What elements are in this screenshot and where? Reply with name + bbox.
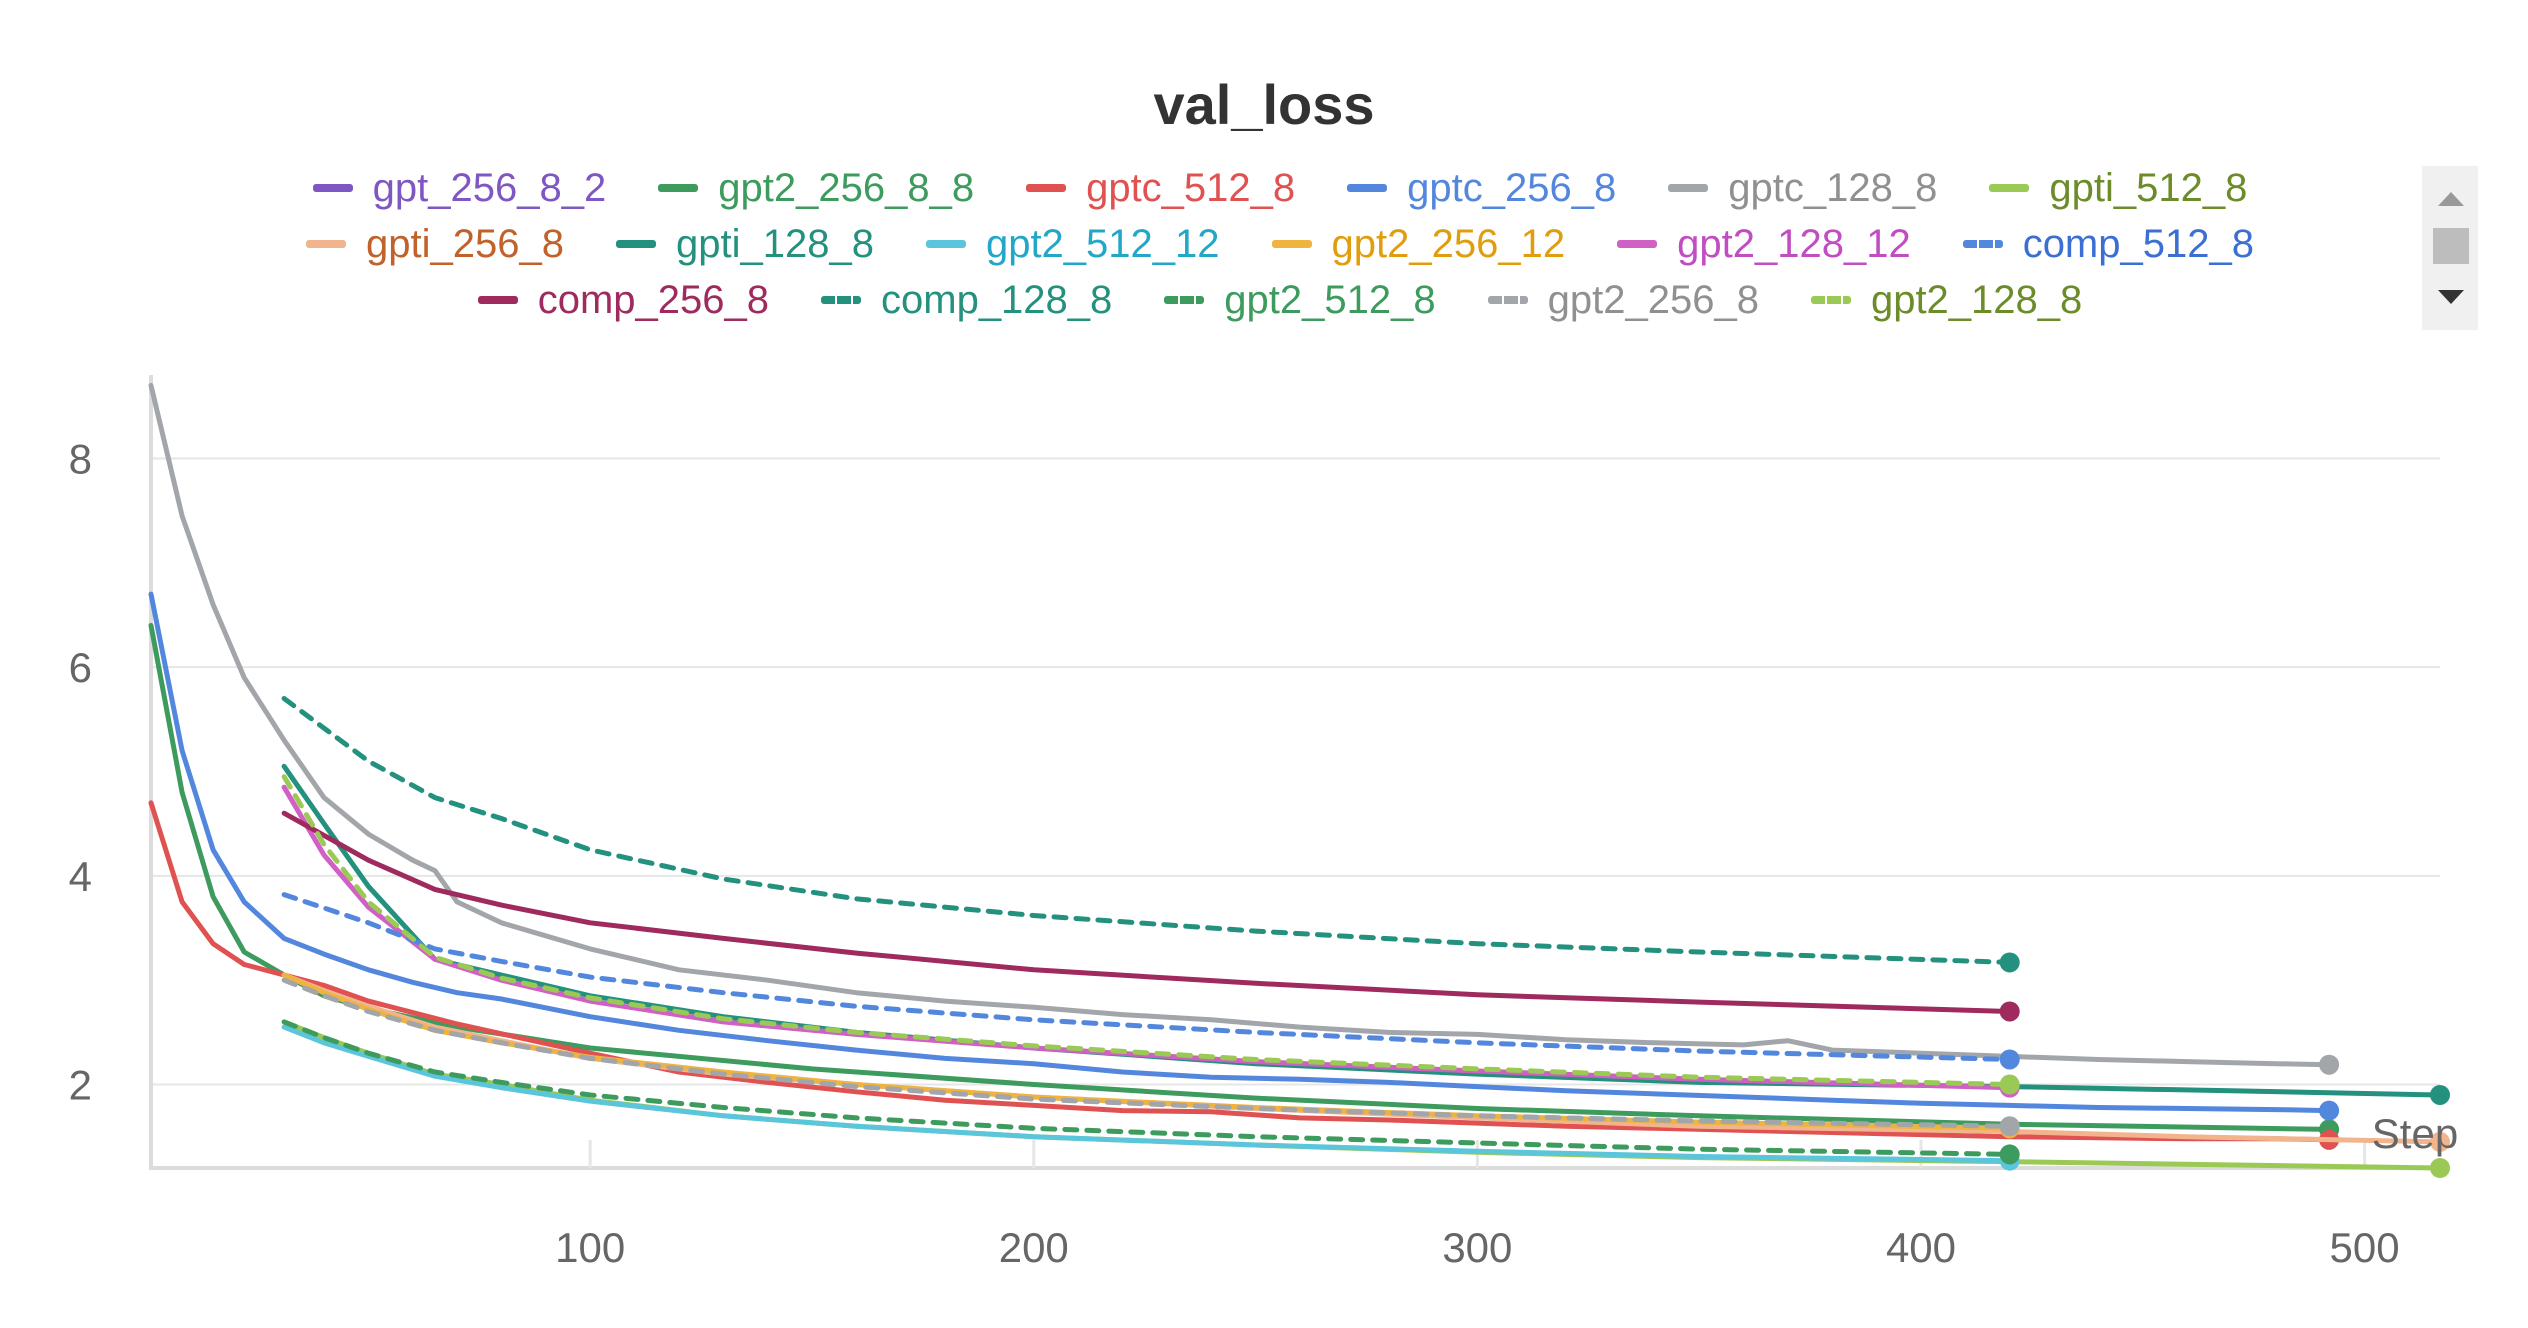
y-tick-label: 8	[69, 435, 92, 482]
series-line	[281, 763, 2443, 1098]
legend-label: gpti_512_8	[2049, 165, 2248, 210]
scroll-up-arrow-icon[interactable]	[2438, 192, 2464, 206]
legend-label: gpt2_256_12	[1331, 221, 1566, 266]
legend: gpt_256_8_2 gpt2_256_8_8 gptc_512_8 gptc_25…	[150, 160, 2410, 328]
legend-label: gpt2_256_8_8	[718, 165, 975, 210]
scroll-thumb[interactable]	[2433, 228, 2469, 264]
legend-item[interactable]: gptc_512_8	[1026, 166, 1295, 211]
x-axis-label: Step	[2372, 1110, 2458, 1157]
legend-label: gpti_128_8	[675, 221, 874, 266]
legend-swatch	[658, 184, 699, 192]
series-end-marker	[1999, 1116, 2020, 1137]
legend-item[interactable]: comp_512_8	[1962, 221, 2254, 267]
legend-item[interactable]: gpti_256_8	[306, 222, 564, 267]
legend-item[interactable]: gpt2_256_12	[1271, 221, 1566, 267]
x-tick-label: 100	[555, 1224, 625, 1271]
legend-label: gpt2_512_12	[985, 221, 1220, 266]
series-line	[281, 1024, 2013, 1164]
chart-title: val_loss	[1153, 73, 1375, 136]
legend-item[interactable]: gpt2_128_12	[1617, 222, 1911, 267]
legend-label: gpti_256_8	[366, 221, 564, 266]
legend-item[interactable]: gpt2_512_12	[925, 221, 1220, 267]
legend-label: gpt2_128_12	[1677, 221, 1911, 266]
legend-label: gpt_256_8_2	[372, 165, 607, 210]
legend-label: gpt2_128_8	[1870, 277, 2083, 322]
x-tick-label: 200	[999, 1224, 1069, 1271]
series-line	[281, 892, 2013, 1062]
x-tick-label: 300	[1442, 1224, 1512, 1271]
legend-swatch	[1668, 184, 1709, 192]
legend-label: gpt2_256_8	[1547, 277, 1759, 322]
legend-row: gpt_256_8_2 gpt2_256_8_8 gptc_512_8 gptc_25…	[150, 160, 2410, 216]
legend-item[interactable]: gpti_128_8	[615, 221, 874, 267]
series-line	[281, 810, 2013, 1014]
legend-swatch	[1026, 184, 1067, 192]
series-end-marker	[2319, 1100, 2340, 1121]
legend-scrollbar[interactable]	[2422, 166, 2478, 330]
series-line	[281, 977, 2013, 1129]
legend-swatch	[821, 296, 861, 304]
y-tick-label: 2	[69, 1062, 92, 1109]
legend-swatch	[306, 240, 347, 248]
series-end-marker	[2319, 1054, 2340, 1075]
legend-swatch	[1347, 184, 1388, 192]
legend-item[interactable]: comp_256_8	[477, 277, 769, 323]
series-end-marker	[1999, 1049, 2020, 1070]
x-tick-label: 500	[2330, 1224, 2400, 1271]
legend-item[interactable]: gptc_128_8	[1668, 166, 1937, 211]
y-tick-label: 4	[69, 853, 92, 900]
legend-swatch	[925, 240, 966, 248]
series-line	[148, 591, 2332, 1114]
legend-item[interactable]: gpt2_256_8_8	[658, 166, 974, 211]
legend-swatch	[1962, 240, 2003, 248]
legend-swatch	[1487, 296, 1528, 304]
legend-swatch	[312, 184, 353, 192]
series-end-marker	[1999, 1074, 2020, 1095]
series-end-marker	[1999, 1144, 2020, 1165]
y-tick-label: 6	[69, 644, 92, 691]
legend-label: comp_128_8	[881, 277, 1113, 322]
series-end-marker	[2430, 1131, 2450, 1152]
series-end-marker	[1999, 1001, 2020, 1022]
legend-item[interactable]: comp_128_8	[821, 278, 1112, 323]
legend-row: gpti_256_8 gpti_128_8 gpt2_512_12 gpt2_256_…	[150, 216, 2410, 272]
series-line	[281, 774, 2013, 1087]
legend-swatch	[1989, 184, 2030, 192]
legend-item[interactable]: gptc_256_8	[1347, 166, 1616, 211]
series-line	[148, 800, 2332, 1143]
x-tick-label: 400	[1886, 1224, 1956, 1271]
legend-swatch	[1617, 240, 1658, 248]
legend-label: comp_256_8	[537, 277, 769, 322]
series-line	[281, 696, 2013, 965]
legend-item[interactable]: gpt2_512_8	[1164, 277, 1436, 323]
scroll-down-arrow-icon[interactable]	[2438, 290, 2464, 304]
legend-item[interactable]: gpt_256_8_2	[312, 165, 607, 211]
legend-swatch	[1271, 240, 1312, 248]
series-line	[281, 1019, 2013, 1157]
legend-item[interactable]: gpti_512_8	[1989, 166, 2247, 211]
legend-swatch	[1164, 296, 1205, 304]
legend-label: gptc_256_8	[1407, 165, 1617, 210]
legend-label: gpt2_512_8	[1224, 277, 1436, 322]
legend-swatch	[477, 296, 518, 304]
series-end-marker	[2430, 1158, 2450, 1178]
series-end-marker	[1999, 952, 2020, 973]
legend-item[interactable]: gpt2_128_8	[1810, 277, 2083, 323]
legend-label: gptc_128_8	[1728, 165, 1938, 210]
series-end-marker	[2430, 1084, 2450, 1105]
legend-row: comp_256_8 comp_128_8 gpt2_512_8 gpt2_256_8…	[150, 272, 2410, 328]
legend-label: gptc_512_8	[1086, 165, 1296, 210]
legend-swatch	[615, 240, 656, 248]
legend-swatch	[1810, 296, 1851, 304]
series-line	[148, 382, 2332, 1068]
legend-label: comp_512_8	[2022, 221, 2254, 266]
legend-item[interactable]: gpt2_256_8	[1487, 277, 1759, 323]
